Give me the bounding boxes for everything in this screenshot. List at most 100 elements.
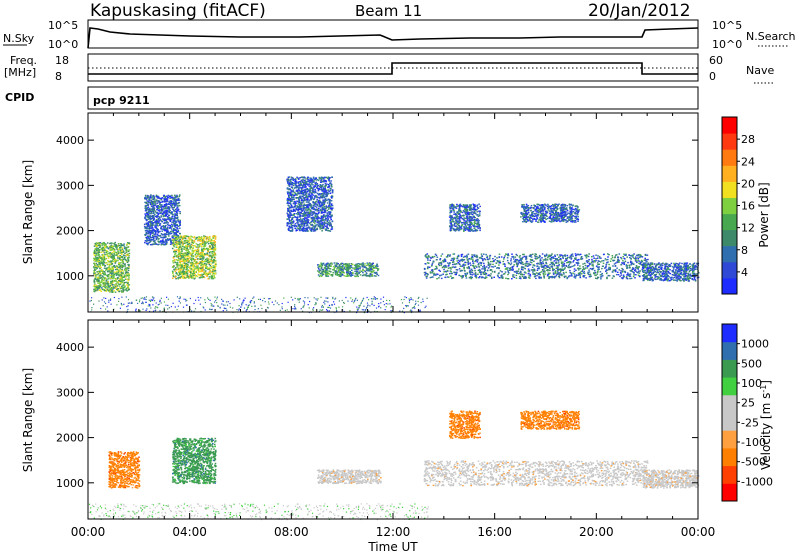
echo-cell [177,220,179,222]
echo-cell [168,219,171,221]
echo-cell [120,274,123,277]
echo-cell [115,283,117,285]
echo-cell [317,268,320,270]
echo-cell [147,227,149,230]
echo-cell [175,208,178,210]
echo-cell [305,204,307,206]
echo-cell [182,277,184,279]
echo-cell [362,271,364,274]
echo-cell [154,226,156,228]
echo-cell [115,284,117,286]
echo-cell [152,194,155,197]
echo-cell [110,253,112,255]
echo-cell [582,272,585,274]
echo-cell [210,255,213,257]
echo-cell [313,192,315,194]
echo-cell [303,223,306,225]
echo-cell [321,263,324,265]
echo-cell [114,280,116,282]
echo-cell [300,219,303,221]
echo-cell [165,204,167,206]
echo-cell [197,240,199,242]
echo-cell [309,213,311,215]
echo-cell [155,211,157,214]
echo-cell [153,207,156,210]
echo-cell [190,258,192,260]
echo-cell [341,267,344,269]
echo-cell [294,179,297,181]
echo-cell [214,236,217,238]
echo-cell [194,238,197,241]
echo-cell [321,222,323,224]
echo-cell [315,203,317,205]
echo-cell [168,214,170,217]
echo-cell [324,225,327,228]
echo-cell [119,249,122,251]
echo-cell [336,272,338,274]
echo-cell [145,207,148,209]
echo-cell [305,188,308,191]
echo-cell [539,259,542,261]
echo-cell [145,196,147,198]
echo-cell [302,207,304,210]
echo-cell [188,270,190,272]
nsky-label: N.Sky [3,32,35,45]
echo-cell [152,203,155,205]
echo-cell [107,275,110,278]
echo-cell [104,259,106,261]
echo-cell [212,242,215,245]
echo-cell [171,207,173,209]
echo-cell [169,233,171,235]
echo-cell [107,281,109,283]
echo-cell [540,263,543,265]
echo-cell [364,263,366,265]
echo-cell [310,230,313,232]
echo-cell [215,263,217,265]
echo-cell [177,274,180,277]
echo-cell [154,242,157,244]
echo-cell [111,266,114,268]
echo-cell [120,259,122,261]
echo-cell [301,225,303,227]
echo-cell [183,267,185,269]
echo-cell [116,278,119,280]
echo-cell [181,265,184,268]
echo-cell [151,232,153,234]
echo-cell [197,237,200,240]
echo-cell [327,272,330,275]
echo-cell [158,220,161,222]
echo-cell [126,257,129,259]
echo-cell [158,221,160,223]
echo-cell [192,242,195,244]
echo-cell [146,197,148,199]
echo-cell [196,262,198,265]
echo-cell [125,250,128,253]
echo-cell [117,289,120,291]
echo-cell [167,203,170,205]
echo-cell [319,186,321,188]
echo-cell [175,271,178,274]
echo-cell [205,242,207,244]
echo-cell [181,268,183,271]
echo-cell [145,198,148,201]
echo-cell [124,289,127,291]
echo-cell [319,218,322,220]
echo-cell [184,264,187,266]
echo-cell [323,202,326,204]
echo-cell [311,212,313,214]
echo-cell [373,272,376,274]
echo-cell [176,199,178,202]
echo-cell [321,212,323,214]
echo-cell [94,242,97,245]
echo-cell [326,269,328,271]
echo-cell [104,262,107,264]
echo-cell [299,225,302,228]
echo-cell [349,267,352,270]
echo-cell [205,267,207,270]
echo-cell [321,194,323,196]
echo-cell [290,191,292,193]
echo-cell [180,259,182,261]
echo-cell [181,273,183,275]
echo-cell [169,204,172,206]
echo-cell [149,220,151,222]
